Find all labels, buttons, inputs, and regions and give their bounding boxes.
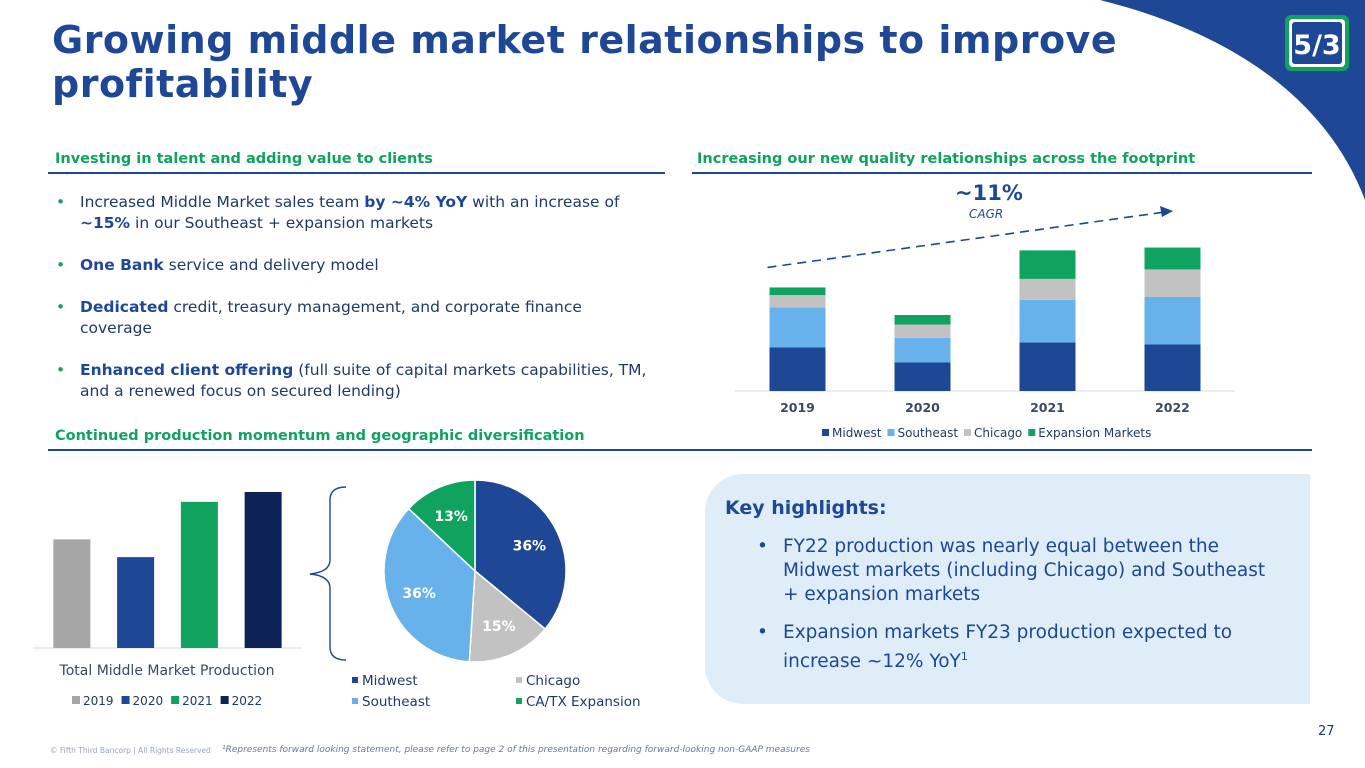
legend-swatch	[1028, 429, 1036, 436]
highlight-item: • Expansion markets FY23 production expec…	[757, 622, 1233, 673]
legend-swatch	[822, 429, 829, 436]
bar-segment-chicago	[1144, 269, 1201, 297]
production-divider	[48, 449, 1312, 451]
legend-label: Chicago	[526, 673, 580, 689]
relationships-heading: Increasing our new quality relationships…	[697, 151, 1196, 167]
legend-swatch	[887, 429, 895, 436]
relationships-divider	[692, 172, 1312, 174]
x-tick-label: 2019	[780, 400, 815, 415]
legend-label: Midwest	[362, 673, 418, 689]
legend-swatch	[121, 696, 130, 704]
legend-swatch	[964, 429, 972, 436]
bar-segment-southeast	[1019, 299, 1076, 343]
connector-bracket	[309, 486, 347, 661]
legend-label: Chicago	[974, 426, 1022, 440]
svg-text:5/3: 5/3	[1293, 30, 1340, 61]
legend-swatch	[516, 698, 522, 704]
pie-slice-southeast	[383, 507, 476, 663]
bar-segment-midwest	[894, 362, 951, 391]
key-highlights-panel	[705, 474, 1310, 704]
cagr-value: ~11%	[955, 181, 1023, 205]
legend-swatch	[220, 696, 229, 704]
pie-slice-chicago	[468, 569, 547, 663]
legend-swatch	[352, 677, 358, 683]
production-bar-2021	[180, 501, 218, 648]
key-highlights-list: • FY22 production was nearly equal betwee…	[757, 535, 1277, 688]
x-tick-label: 2022	[1155, 400, 1190, 415]
legend-swatch	[171, 696, 180, 704]
fifth-third-logo-icon: 5/3	[1285, 15, 1349, 71]
legend-label: Expansion Markets	[1038, 426, 1151, 440]
legend-swatch	[352, 698, 358, 704]
talent-bullets: • Increased Middle Market sales team by ~…	[56, 192, 656, 423]
cagr-trend-arrow	[767, 211, 1166, 269]
pie-data-label: 15%	[482, 619, 516, 635]
cagr-label: CAGR	[969, 207, 1004, 221]
x-tick-label: 2021	[1030, 400, 1065, 415]
pie-data-label: 36%	[513, 538, 547, 554]
bar-segment-chicago	[894, 324, 951, 338]
talent-divider	[48, 172, 665, 174]
bar-segment-expansion-markets	[1144, 247, 1201, 270]
pie-slice-midwest	[474, 479, 567, 631]
production-bar-2020	[117, 557, 155, 648]
bar-segment-midwest	[1019, 342, 1076, 391]
bar-segment-midwest	[769, 347, 826, 391]
bullet-item: • One Bank service and delivery model	[56, 256, 379, 274]
production-bar-2019	[53, 539, 91, 648]
production-heading: Continued production momentum and geogra…	[55, 428, 585, 444]
bullet-item: • Dedicated credit, treasury management, …	[56, 298, 582, 337]
page-number: 27	[1318, 724, 1335, 739]
bar-segment-chicago	[1019, 278, 1076, 300]
bullet-item: • Enhanced client offering (full suite of…	[56, 361, 647, 400]
legend-swatch	[72, 696, 80, 704]
legend-swatch	[516, 677, 522, 683]
legend-label: CA/TX Expansion	[526, 694, 641, 710]
production-bar-2022	[244, 491, 282, 648]
key-highlights-title: Key highlights:	[725, 497, 887, 519]
bar-segment-southeast	[1144, 296, 1201, 345]
bar-segment-expansion-markets	[1019, 250, 1076, 279]
bar-segment-expansion-markets	[769, 287, 826, 296]
legend-label: 2020	[133, 694, 164, 708]
x-tick-label: 2020	[905, 400, 940, 415]
legend-label: Midwest	[832, 426, 882, 440]
talent-heading: Investing in talent and adding value to …	[55, 151, 433, 167]
legend-label: Southeast	[897, 426, 958, 440]
copyright: © Fifth Third Bancorp | All Rights Reser…	[50, 746, 211, 755]
cagr-arrowhead-icon	[1160, 206, 1173, 217]
bar-segment-southeast	[769, 307, 826, 348]
legend-label: 2019	[83, 694, 114, 708]
highlight-item: • FY22 production was nearly equal betwee…	[757, 536, 1266, 605]
bullet-item: • Increased Middle Market sales team by ~…	[56, 193, 620, 232]
x-axis-title: Total Middle Market Production	[59, 663, 275, 679]
pie-slice-ca-tx-expansion	[407, 479, 476, 573]
footnote: ¹Represents forward looking statement, p…	[222, 745, 810, 755]
legend-label: 2022	[232, 694, 263, 708]
page-title: Growing middle market relationships to i…	[52, 18, 1118, 106]
legend-label: 2021	[182, 694, 213, 708]
bar-segment-expansion-markets	[894, 315, 951, 325]
bar-segment-midwest	[1144, 344, 1201, 391]
bar-segment-chicago	[769, 295, 826, 308]
legend-label: Southeast	[362, 694, 430, 710]
bar-segment-southeast	[894, 337, 951, 363]
pie-data-label: 13%	[434, 509, 468, 525]
pie-data-label: 36%	[402, 586, 436, 602]
